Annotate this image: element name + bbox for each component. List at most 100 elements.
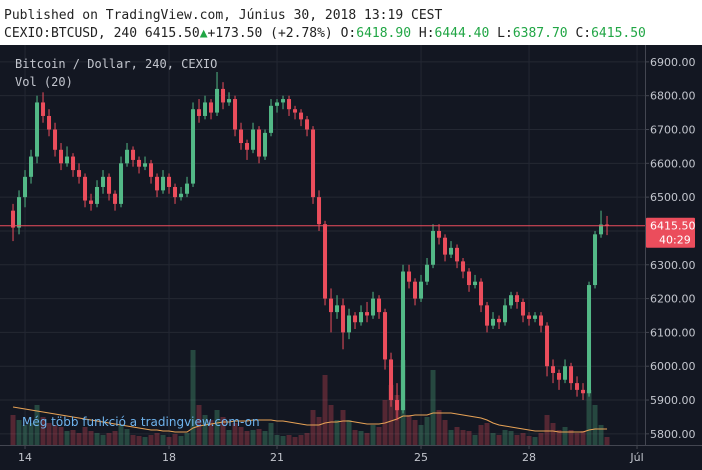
volume-bar: [160, 435, 166, 445]
candle-body: [119, 163, 124, 204]
volume-bar: [490, 433, 496, 445]
volume-bar: [142, 437, 148, 445]
volume-bar: [496, 435, 502, 445]
volume-bar: [10, 415, 16, 445]
y-tick-label: 6300.00: [650, 259, 696, 272]
volume-bar: [136, 436, 142, 445]
candle-body: [521, 301, 526, 316]
candle-body: [443, 237, 448, 255]
candle-body: [263, 132, 268, 157]
candle-body: [281, 99, 286, 103]
candle-body: [545, 325, 550, 367]
candle-body: [47, 115, 52, 130]
volume-bar: [112, 431, 118, 445]
candle-body: [101, 176, 106, 187]
candle-body: [593, 234, 598, 286]
volume-bar: [562, 427, 568, 445]
volume-bar: [604, 437, 610, 445]
volume-bar: [574, 433, 580, 445]
candle-body: [65, 156, 70, 164]
candle-body: [293, 109, 298, 113]
candle-body: [473, 281, 478, 286]
volume-bar: [28, 423, 34, 445]
volume-bar: [514, 435, 520, 445]
volume-bar: [220, 417, 226, 445]
candle-body: [563, 366, 568, 380]
candle-body: [269, 105, 274, 133]
candle-body: [437, 230, 442, 238]
x-tick-label: 28: [522, 451, 536, 464]
candle-body: [485, 305, 490, 326]
o: 6418.90: [356, 26, 411, 41]
candle-body: [251, 129, 256, 150]
candle-body: [353, 315, 358, 323]
candle-body: [179, 193, 184, 198]
volume-bar: [328, 405, 334, 445]
h-label: H:: [419, 26, 435, 41]
volume-bar: [88, 431, 94, 445]
candle-body: [491, 318, 496, 326]
candle-body: [575, 383, 580, 390]
volume-bar: [370, 425, 376, 445]
volume-bar: [376, 427, 382, 445]
volume-bar: [502, 430, 508, 445]
candle-body: [377, 298, 382, 313]
candle-body: [527, 315, 532, 319]
last-price-label: 6415.50: [650, 220, 696, 233]
volume-bar: [298, 435, 304, 445]
candle-body: [347, 315, 352, 333]
volume-bar: [484, 423, 490, 445]
volume-bar: [520, 433, 526, 445]
candle-body: [581, 389, 586, 394]
volume-bar: [352, 430, 358, 445]
volume-bar: [448, 430, 454, 445]
candle-body: [221, 88, 226, 103]
candle-body: [569, 366, 574, 384]
candle-body: [305, 119, 310, 130]
volume-bar: [232, 423, 238, 445]
y-tick-label: 6800.00: [650, 90, 696, 103]
volume-bar: [532, 437, 538, 445]
volume-bar: [118, 425, 124, 445]
volume-bar: [64, 431, 70, 445]
change: +173.50: [208, 26, 263, 41]
volume-bar: [286, 435, 292, 445]
candle-body: [167, 176, 172, 187]
volume-bar: [130, 435, 136, 445]
l: 6387.70: [513, 26, 568, 41]
candle-body: [335, 305, 340, 313]
candle-body: [191, 109, 196, 184]
volume-bar: [538, 433, 544, 445]
volume-bar: [178, 436, 184, 445]
candle-body: [245, 143, 250, 150]
volume-bar: [268, 423, 274, 445]
candle-body: [299, 112, 304, 120]
candle-body: [143, 163, 148, 167]
volume-bar: [184, 433, 190, 445]
candle-body: [71, 156, 76, 171]
candle-body: [23, 176, 28, 198]
candle-body: [599, 224, 604, 235]
volume-bar: [100, 435, 106, 445]
candle-body: [503, 305, 508, 323]
volume-bar: [568, 430, 574, 445]
watermark[interactable]: Még több funkció a tradingview.com-on: [22, 415, 260, 429]
last-price-box: [646, 217, 695, 248]
volume-bar: [250, 430, 256, 445]
volume-bar: [292, 437, 298, 445]
candle-body: [107, 176, 112, 194]
candle-body: [149, 163, 154, 177]
volume-bar: [508, 431, 514, 445]
candle-body: [209, 102, 214, 113]
volume-bar: [310, 410, 316, 445]
volume-bar: [526, 436, 532, 445]
l-label: L:: [497, 26, 513, 41]
candle-body: [467, 271, 472, 286]
candle-body: [605, 224, 610, 226]
volume-bar: [592, 405, 598, 445]
candle-body: [449, 247, 454, 255]
candle-body: [17, 197, 22, 228]
candle-body: [185, 183, 190, 194]
legend-label: Bitcoin / Dollar, 240, CEXIO: [15, 57, 217, 71]
volume-bar: [94, 433, 100, 445]
